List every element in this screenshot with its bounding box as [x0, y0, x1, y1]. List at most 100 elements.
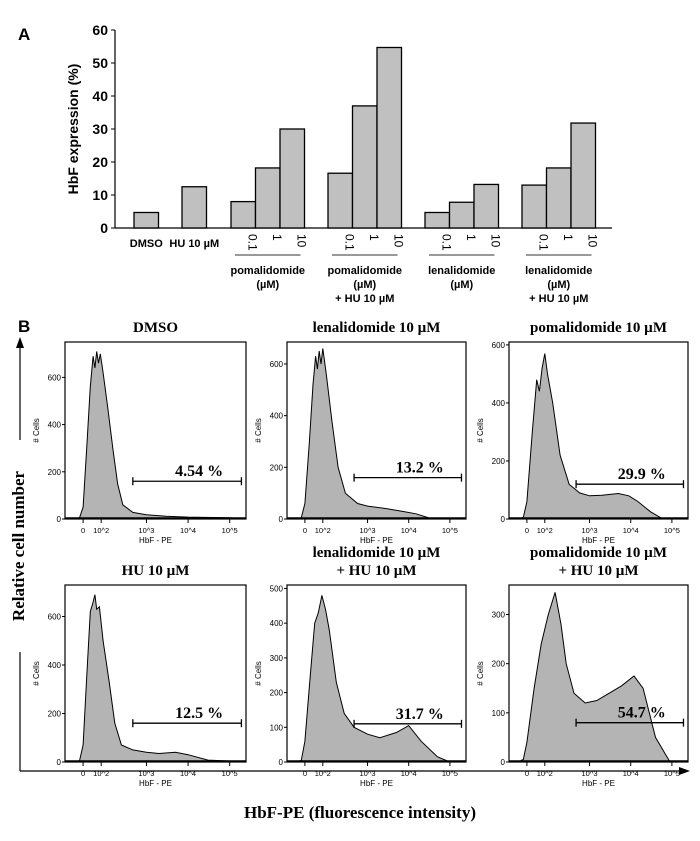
y-tick-label: 600 — [48, 613, 62, 622]
histogram-area — [73, 351, 242, 520]
plot-frame — [286, 341, 467, 520]
relative-cell-number-arrow — [16, 337, 690, 775]
x-tick-label: 10^3 — [582, 769, 598, 778]
y-axis-title: Relative cell number — [9, 470, 28, 621]
y-tick-label: 400 — [270, 619, 284, 628]
category-label: 0.1 — [245, 234, 259, 251]
gate-percent-label: 13.2 % — [396, 460, 444, 477]
y-tick-label: 50 — [92, 55, 108, 71]
category-label: 0.1 — [536, 234, 550, 251]
group-label: (µM) — [353, 279, 376, 291]
y-tick-label: 10 — [92, 187, 108, 203]
category-label: 10 — [294, 234, 308, 248]
y-tick-label: 400 — [492, 399, 506, 408]
plot-frame — [508, 341, 689, 520]
y-tick-label: 40 — [92, 88, 108, 104]
panel-title: DMSO — [133, 320, 178, 336]
x-tick-label: 0 — [525, 769, 529, 778]
y-axis-label: # Cells — [32, 661, 41, 685]
y-tick-label: 100 — [492, 709, 506, 718]
gate-percent-label: 54.7 % — [618, 705, 666, 722]
y-tick-label: 200 — [270, 463, 284, 472]
y-tick-label: 0 — [100, 220, 108, 236]
y-tick-label: 0 — [279, 515, 284, 524]
x-tick-label: 10^2 — [537, 526, 553, 535]
y-axis-label: # Cells — [476, 661, 485, 685]
y-tick-label: 500 — [270, 584, 284, 593]
bar — [570, 122, 597, 229]
x-axis-label: HbF - PE — [582, 536, 615, 545]
panel-a-label: A — [18, 25, 30, 44]
bar — [521, 184, 548, 229]
y-tick-label: 0 — [57, 758, 62, 767]
x-axis-title: HbF-PE (fluorescence intensity) — [244, 803, 476, 822]
x-tick-label: 10^2 — [537, 769, 553, 778]
histogram-panel: DMSO 0 200 400 600 # Cells 0 10^2 10^3 10^4 10^5 Hb… — [32, 320, 247, 545]
group-label: pomalidomide — [230, 265, 305, 277]
x-tick-label: 10^5 — [442, 769, 458, 778]
y-tick-label: 0 — [279, 758, 284, 767]
x-tick-label: 10^3 — [360, 526, 376, 535]
histogram-panel: lenalidomide 10 µM 0 200 400 600 # Cells 0 10^2… — [254, 320, 467, 545]
histogram-area — [517, 353, 665, 520]
bar — [448, 201, 475, 229]
bar — [351, 105, 378, 229]
category-label: 0.1 — [439, 234, 453, 251]
gate-percent-label: 29.9 % — [618, 466, 666, 483]
bar — [181, 186, 208, 229]
category-label: 1 — [367, 234, 381, 241]
x-tick-label: 10^5 — [664, 769, 680, 778]
group-label: (µM) — [256, 279, 279, 291]
x-tick-label: 0 — [525, 526, 529, 535]
panel-title: lenalidomide 10 µM — [313, 320, 441, 336]
x-tick-label: 10^3 — [582, 526, 598, 535]
gate-percent-label: 31.7 % — [396, 706, 444, 723]
histogram-panel: lenalidomide 10 µM + HU 10 µM 0 100 200 300 40… — [254, 545, 467, 788]
histogram-panel: pomalidomide 10 µM 0 200 400 600 # Cells 0 10^2… — [476, 320, 689, 545]
y-tick-label: 200 — [48, 710, 62, 719]
panel-title: lenalidomide 10 µM — [313, 545, 441, 561]
bar-chart: 0 10 20 30 40 50 60 HbF expression (%) DMSO HU 10… — [65, 22, 612, 305]
group-label: lenalidomide — [525, 265, 592, 277]
x-tick-label: 10^4 — [401, 769, 417, 778]
group-label: lenalidomide — [428, 265, 495, 277]
category-label: 1 — [270, 234, 284, 241]
plot-frame — [64, 341, 247, 520]
y-tick-label: 200 — [48, 468, 62, 477]
y-tick-label: 600 — [48, 373, 62, 382]
y-tick-label: 200 — [492, 660, 506, 669]
x-tick-label: 0 — [303, 769, 307, 778]
y-axis-label: # Cells — [254, 661, 263, 685]
y-tick-label: 200 — [492, 457, 506, 466]
panel-title: pomalidomide 10 µM — [530, 545, 667, 561]
y-axis-label: # Cells — [32, 418, 41, 442]
panel-b-label: B — [18, 317, 30, 336]
x-tick-label: 10^3 — [138, 769, 154, 778]
group-label: HU 10 µM — [169, 238, 219, 250]
y-axis-label: # Cells — [254, 418, 263, 442]
y-tick-label: 0 — [57, 515, 62, 524]
x-tick-label: 10^3 — [138, 526, 154, 535]
x-tick-label: 10^5 — [222, 526, 238, 535]
y-tick-label: 600 — [492, 341, 506, 350]
panel-title: HU 10 µM — [122, 563, 190, 579]
panel-title: pomalidomide 10 µM — [530, 320, 667, 336]
panel-title: + HU 10 µM — [336, 563, 416, 579]
histogram-area — [295, 595, 451, 763]
y-axis-label: HbF expression (%) — [65, 64, 81, 195]
x-tick-label: 10^2 — [315, 526, 331, 535]
x-tick-label: 10^4 — [623, 769, 639, 778]
plot-frame — [64, 584, 247, 763]
x-tick-label: 10^5 — [442, 526, 458, 535]
x-tick-label: 10^2 — [93, 769, 109, 778]
gate-percent-label: 12.5 % — [175, 705, 223, 722]
bar — [473, 183, 500, 229]
x-tick-label: 10^4 — [180, 526, 196, 535]
x-tick-label: 10^3 — [360, 769, 376, 778]
bar — [254, 167, 281, 229]
x-tick-label: 0 — [81, 526, 85, 535]
bar — [279, 128, 306, 229]
category-label: 10 — [391, 234, 405, 248]
category-label: 10 — [488, 234, 502, 248]
